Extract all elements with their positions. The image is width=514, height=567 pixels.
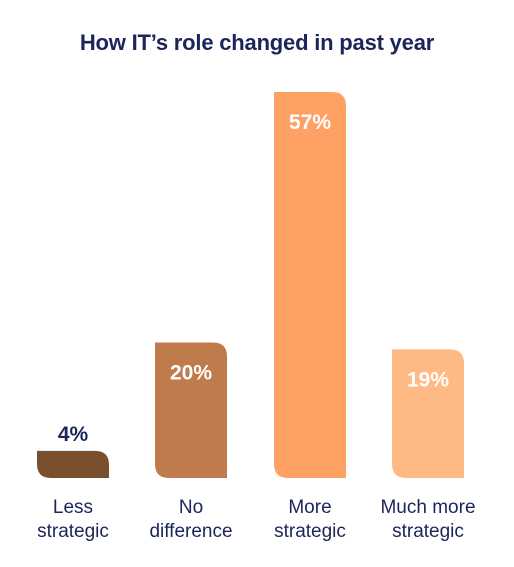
data-label-2: 20% (170, 362, 212, 385)
category-label-2-line-2: difference (149, 521, 232, 542)
category-label-4-line-2: strategic (392, 521, 464, 542)
category-label-3-line-2: strategic (274, 521, 346, 542)
data-label-1: 4% (58, 423, 89, 446)
bar-4 (392, 349, 464, 478)
category-label-1-line-1: Less (53, 497, 93, 518)
category-label-4-line-1: Much more (380, 497, 475, 518)
bar-1 (37, 450, 109, 478)
bar-2 (155, 342, 227, 478)
data-label-3: 57% (289, 111, 331, 134)
category-label-1-line-2: strategic (37, 521, 109, 542)
data-label-4: 19% (407, 368, 449, 391)
category-label-2-line-1: No (179, 497, 203, 518)
category-label-3-line-1: More (288, 497, 331, 518)
chart-title: How IT’s role changed in past year (79, 30, 435, 55)
bar-3 (274, 92, 346, 478)
